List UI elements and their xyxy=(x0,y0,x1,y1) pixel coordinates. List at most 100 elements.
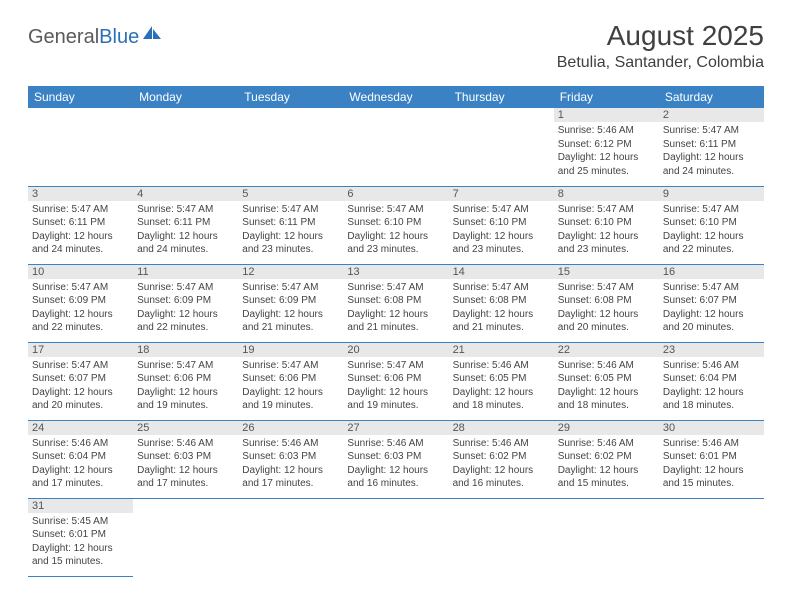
calendar-cell: 27Sunrise: 5:46 AMSunset: 6:03 PMDayligh… xyxy=(343,420,448,498)
day-info-line: Sunset: 6:08 PM xyxy=(558,294,655,308)
day-info: Sunrise: 5:47 AMSunset: 6:09 PMDaylight:… xyxy=(28,279,133,337)
day-info-line: Sunset: 6:08 PM xyxy=(453,294,550,308)
day-info-line: Daylight: 12 hours xyxy=(347,464,444,478)
calendar-row: 3Sunrise: 5:47 AMSunset: 6:11 PMDaylight… xyxy=(28,186,764,264)
day-info-line: Sunset: 6:09 PM xyxy=(32,294,129,308)
day-info-line: and 18 minutes. xyxy=(663,399,760,413)
calendar-cell: 14Sunrise: 5:47 AMSunset: 6:08 PMDayligh… xyxy=(449,264,554,342)
day-info-line: Daylight: 12 hours xyxy=(242,308,339,322)
day-info-line: Sunrise: 5:47 AM xyxy=(32,281,129,295)
day-info: Sunrise: 5:46 AMSunset: 6:01 PMDaylight:… xyxy=(659,435,764,493)
calendar-cell: 16Sunrise: 5:47 AMSunset: 6:07 PMDayligh… xyxy=(659,264,764,342)
day-info-line: Sunrise: 5:47 AM xyxy=(242,359,339,373)
day-info-line: and 20 minutes. xyxy=(558,321,655,335)
calendar-cell: 22Sunrise: 5:46 AMSunset: 6:05 PMDayligh… xyxy=(554,342,659,420)
day-number: 31 xyxy=(28,499,133,513)
day-info: Sunrise: 5:47 AMSunset: 6:10 PMDaylight:… xyxy=(449,201,554,259)
day-info: Sunrise: 5:47 AMSunset: 6:07 PMDaylight:… xyxy=(28,357,133,415)
day-info-line: Sunrise: 5:47 AM xyxy=(242,281,339,295)
day-info-line: Sunrise: 5:47 AM xyxy=(663,281,760,295)
weekday-header: Friday xyxy=(554,86,659,108)
day-info-line: Sunset: 6:01 PM xyxy=(32,528,129,542)
calendar-cell: 20Sunrise: 5:47 AMSunset: 6:06 PMDayligh… xyxy=(343,342,448,420)
day-info-line: and 21 minutes. xyxy=(453,321,550,335)
day-info-line: Sunrise: 5:47 AM xyxy=(137,281,234,295)
calendar-cell xyxy=(449,108,554,186)
calendar-cell: 31Sunrise: 5:45 AMSunset: 6:01 PMDayligh… xyxy=(28,498,133,576)
calendar-cell xyxy=(554,498,659,576)
day-info: Sunrise: 5:46 AMSunset: 6:02 PMDaylight:… xyxy=(554,435,659,493)
day-info-line: and 20 minutes. xyxy=(32,399,129,413)
day-info-line: Sunrise: 5:47 AM xyxy=(347,281,444,295)
weekday-header: Wednesday xyxy=(343,86,448,108)
calendar-cell: 19Sunrise: 5:47 AMSunset: 6:06 PMDayligh… xyxy=(238,342,343,420)
day-info-line: and 18 minutes. xyxy=(453,399,550,413)
day-info-line: Sunrise: 5:47 AM xyxy=(347,203,444,217)
calendar-row: 24Sunrise: 5:46 AMSunset: 6:04 PMDayligh… xyxy=(28,420,764,498)
day-info-line: Sunrise: 5:46 AM xyxy=(242,437,339,451)
day-number: 1 xyxy=(554,108,659,122)
calendar-cell: 10Sunrise: 5:47 AMSunset: 6:09 PMDayligh… xyxy=(28,264,133,342)
calendar-cell: 11Sunrise: 5:47 AMSunset: 6:09 PMDayligh… xyxy=(133,264,238,342)
day-number: 16 xyxy=(659,265,764,279)
day-info-line: Daylight: 12 hours xyxy=(137,386,234,400)
logo-text: GeneralBlue xyxy=(28,26,139,49)
header: GeneralBlue August 2025 Betulia, Santand… xyxy=(0,0,792,80)
day-info-line: Sunrise: 5:47 AM xyxy=(663,124,760,138)
calendar-cell: 12Sunrise: 5:47 AMSunset: 6:09 PMDayligh… xyxy=(238,264,343,342)
day-info-line: Daylight: 12 hours xyxy=(347,386,444,400)
day-info-line: Sunset: 6:05 PM xyxy=(558,372,655,386)
day-info-line: Sunrise: 5:47 AM xyxy=(32,203,129,217)
day-info-line: Daylight: 12 hours xyxy=(663,464,760,478)
day-info-line: Daylight: 12 hours xyxy=(32,386,129,400)
day-info-line: and 17 minutes. xyxy=(32,477,129,491)
day-info-line: Sunrise: 5:47 AM xyxy=(558,281,655,295)
calendar-cell xyxy=(133,108,238,186)
calendar-row: 31Sunrise: 5:45 AMSunset: 6:01 PMDayligh… xyxy=(28,498,764,576)
day-info-line: Daylight: 12 hours xyxy=(137,464,234,478)
calendar-row: 1Sunrise: 5:46 AMSunset: 6:12 PMDaylight… xyxy=(28,108,764,186)
day-info-line: Sunrise: 5:46 AM xyxy=(137,437,234,451)
day-info-line: and 15 minutes. xyxy=(663,477,760,491)
day-info: Sunrise: 5:46 AMSunset: 6:02 PMDaylight:… xyxy=(449,435,554,493)
day-info-line: Sunset: 6:03 PM xyxy=(242,450,339,464)
weekday-header: Sunday xyxy=(28,86,133,108)
day-info-line: and 19 minutes. xyxy=(347,399,444,413)
calendar-cell: 26Sunrise: 5:46 AMSunset: 6:03 PMDayligh… xyxy=(238,420,343,498)
calendar-cell: 15Sunrise: 5:47 AMSunset: 6:08 PMDayligh… xyxy=(554,264,659,342)
day-info-line: Sunset: 6:03 PM xyxy=(137,450,234,464)
day-info-line: Daylight: 12 hours xyxy=(663,151,760,165)
day-info: Sunrise: 5:46 AMSunset: 6:12 PMDaylight:… xyxy=(554,122,659,180)
day-info-line: Sunset: 6:04 PM xyxy=(663,372,760,386)
calendar-cell: 30Sunrise: 5:46 AMSunset: 6:01 PMDayligh… xyxy=(659,420,764,498)
day-info-line: Sunset: 6:09 PM xyxy=(137,294,234,308)
day-info-line: and 23 minutes. xyxy=(242,243,339,257)
day-info-line: Daylight: 12 hours xyxy=(453,230,550,244)
day-info: Sunrise: 5:47 AMSunset: 6:07 PMDaylight:… xyxy=(659,279,764,337)
calendar-cell xyxy=(238,108,343,186)
weekday-header: Tuesday xyxy=(238,86,343,108)
calendar-body: 1Sunrise: 5:46 AMSunset: 6:12 PMDaylight… xyxy=(28,108,764,576)
weekday-header: Monday xyxy=(133,86,238,108)
day-info: Sunrise: 5:47 AMSunset: 6:10 PMDaylight:… xyxy=(659,201,764,259)
logo-part2: Blue xyxy=(99,26,139,48)
day-info-line: Daylight: 12 hours xyxy=(453,386,550,400)
day-info-line: Sunset: 6:06 PM xyxy=(137,372,234,386)
day-number: 20 xyxy=(343,343,448,357)
day-info-line: and 19 minutes. xyxy=(242,399,339,413)
weekday-header: Saturday xyxy=(659,86,764,108)
day-info-line: and 17 minutes. xyxy=(242,477,339,491)
day-number: 23 xyxy=(659,343,764,357)
calendar-cell: 25Sunrise: 5:46 AMSunset: 6:03 PMDayligh… xyxy=(133,420,238,498)
day-info-line: and 15 minutes. xyxy=(558,477,655,491)
day-info-line: and 20 minutes. xyxy=(663,321,760,335)
day-info-line: and 21 minutes. xyxy=(347,321,444,335)
day-info-line: Sunset: 6:10 PM xyxy=(663,216,760,230)
month-title: August 2025 xyxy=(557,20,764,52)
day-info-line: Daylight: 12 hours xyxy=(32,308,129,322)
day-info-line: and 23 minutes. xyxy=(347,243,444,257)
day-info-line: Sunrise: 5:46 AM xyxy=(347,437,444,451)
calendar-cell xyxy=(28,108,133,186)
day-number: 12 xyxy=(238,265,343,279)
day-info-line: Daylight: 12 hours xyxy=(242,464,339,478)
